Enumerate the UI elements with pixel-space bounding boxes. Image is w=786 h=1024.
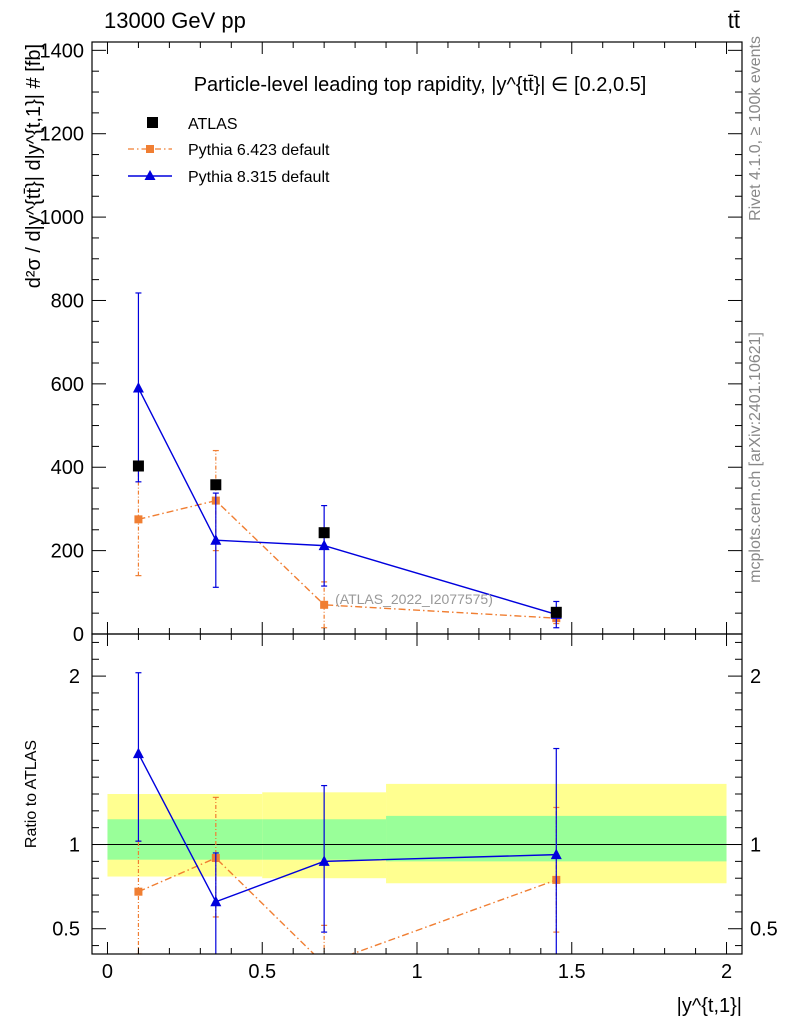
- process-label: tt̄: [728, 8, 740, 33]
- x-tick-label: 1: [411, 961, 422, 983]
- ratio-pythia8-marker: [550, 848, 562, 860]
- ratio-y-axis-label: Ratio to ATLAS: [23, 740, 40, 848]
- ratio-pythia8-marker: [132, 747, 144, 759]
- main-y-tick-label: 1200: [40, 124, 85, 146]
- x-tick-label: 2: [721, 961, 732, 983]
- legend-py6-label: Pythia 6.423 default: [188, 142, 330, 159]
- ratio-y-tick-label-left: 1: [69, 835, 80, 857]
- pythia8-marker: [210, 534, 222, 545]
- pythia6-line: [138, 499, 557, 619]
- main-y-tick-label: 1000: [40, 207, 85, 229]
- legend-py6-marker: [146, 145, 154, 153]
- pythia8-marker: [318, 539, 330, 551]
- ratio-plot-data: [132, 672, 562, 968]
- ratio-pythia6-line: [138, 857, 557, 954]
- main-y-tick-label: 200: [51, 541, 84, 563]
- pythia6-marker: [320, 600, 329, 609]
- legend-py8-marker: [144, 170, 156, 180]
- pythia8-marker: [132, 382, 144, 393]
- x-tick-label: 1.5: [558, 961, 586, 983]
- main-y-axis-label: d²σ / d|y^{tt̄}| d|y^{t,1}| # [fb]: [23, 44, 45, 288]
- main-y-tick-label: 400: [51, 457, 84, 479]
- ratio-band-inner: [107, 819, 263, 860]
- atlas-marker: [132, 460, 144, 472]
- ratio-pythia8-line: [137, 753, 557, 903]
- ratio-y-tick-label-right: 2: [750, 666, 761, 688]
- main-plot-data: [132, 292, 562, 629]
- energy-label: 13000 GeV pp: [104, 8, 246, 33]
- ratio-y-tick-label-right: 1: [750, 835, 761, 857]
- ratio-y-tick-label-left: 0.5: [52, 919, 80, 941]
- ratio-plot-background: [92, 783, 742, 884]
- ratio-pythia6-marker: [134, 887, 143, 896]
- legend-atlas-marker: [147, 117, 158, 128]
- ratio-y-tick-label-right: 0.5: [750, 919, 778, 941]
- main-y-tick-label: 800: [51, 290, 84, 312]
- legend-atlas-label: ATLAS: [188, 116, 238, 133]
- atlas-marker: [210, 479, 222, 491]
- main-y-tick-label: 1400: [40, 40, 85, 62]
- main-y-tick-label: 600: [51, 374, 84, 396]
- pythia6-marker: [134, 515, 143, 524]
- atlas-marker: [318, 527, 330, 539]
- x-axis-label: |y^{t,1}|: [677, 995, 742, 1017]
- ratio-y-tick-label-left: 2: [69, 666, 80, 688]
- x-tick-label: 0.5: [248, 961, 276, 983]
- plot-title: Particle-level leading top rapidity, |y^…: [194, 74, 647, 96]
- mcplots-label: mcplots.cern.ch [arXiv:2401.10621]: [747, 332, 764, 583]
- ratio-pythia8-marker: [210, 895, 222, 907]
- ratio-pythia8-marker: [318, 855, 330, 866]
- legend-py8-label: Pythia 8.315 default: [188, 169, 330, 186]
- atlas-marker: [550, 606, 562, 618]
- watermark-label: (ATLAS_2022_I2077575): [335, 591, 493, 607]
- pythia8-line: [137, 387, 557, 616]
- rivet-label: Rivet 4.1.0, ≥ 100k events: [747, 36, 764, 221]
- plot-axes: 0 0.5 1 1.5 2 0 200 400 600 800 1000 1200 1400 0.5 0.5…: [40, 40, 778, 983]
- x-tick-label: 0: [102, 961, 113, 983]
- main-y-tick-label: 0: [73, 624, 84, 646]
- ratio-pythia6-marker: [320, 960, 328, 968]
- legend: ATLAS Pythia 6.423 default Pythia 8.315 …: [128, 116, 330, 186]
